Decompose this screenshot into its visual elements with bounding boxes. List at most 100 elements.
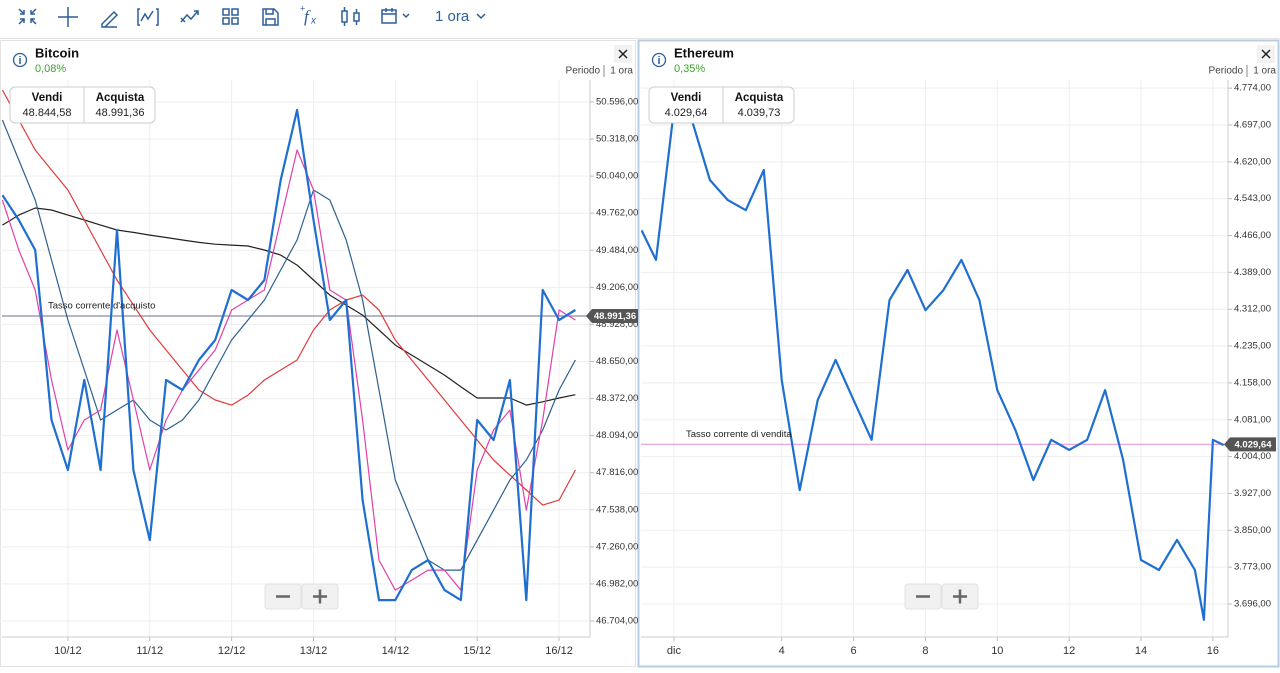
- price-line: [2, 89, 576, 506]
- icon-collapse[interactable]: [18, 8, 37, 25]
- icon-calendar[interactable]: [381, 8, 410, 24]
- rate-badge: [1224, 437, 1276, 452]
- rate-label: Tasso corrente d'acquisto: [48, 300, 155, 311]
- panel-title: Ethereum: [674, 45, 734, 60]
- y-tick-label: 47.816,00: [596, 467, 638, 478]
- buy-price[interactable]: 4.039,73: [738, 107, 781, 119]
- svg-text:+: +: [300, 3, 305, 13]
- timeframe-chevron[interactable]: [476, 13, 486, 20]
- info-icon[interactable]: [12, 52, 28, 68]
- y-tick-label: 48.928,00: [596, 319, 638, 330]
- price-box: [648, 86, 795, 124]
- y-tick-label: 4.774,00: [1234, 83, 1271, 94]
- toolbar: f x + 1 ora: [0, 0, 1280, 39]
- close-glyph: [618, 49, 628, 59]
- period-value: 1 ora: [1253, 66, 1276, 77]
- x-tick-label: 16: [1207, 645, 1219, 657]
- icon-crosshair[interactable]: [58, 7, 78, 27]
- y-tick-label: 48.650,00: [596, 356, 638, 367]
- panel-frame: [0, 40, 636, 667]
- y-tick-label: 49.762,00: [596, 208, 638, 219]
- y-tick-label: 4.620,00: [1234, 156, 1271, 167]
- icon-save[interactable]: [262, 8, 279, 26]
- rate-label: Tasso corrente di vendita: [686, 429, 792, 440]
- price-box: [9, 86, 156, 124]
- y-tick-label: 4.543,00: [1234, 193, 1271, 204]
- y-tick-label: 4.158,00: [1234, 377, 1271, 388]
- x-tick-label: 11/12: [136, 645, 163, 657]
- price-line: [2, 149, 576, 591]
- icon-trend[interactable]: [180, 10, 199, 23]
- buy-label[interactable]: Acquista: [96, 92, 145, 104]
- panel-change: 0,08%: [35, 63, 66, 75]
- plot: [641, 109, 1228, 621]
- x-tick-label: 14: [1135, 645, 1147, 657]
- period-label: Periodo: [1209, 66, 1244, 77]
- x-tick-label: 10: [991, 645, 1003, 657]
- y-tick-label: 4.235,00: [1234, 341, 1271, 352]
- sell-label[interactable]: Vendi: [32, 92, 63, 104]
- x-tick-label: 12: [1063, 645, 1075, 657]
- x-tick-label: 4: [779, 645, 785, 657]
- panel-title: Bitcoin: [35, 45, 79, 60]
- y-tick-label: 3.773,00: [1234, 562, 1271, 573]
- buy-price[interactable]: 48.991,36: [96, 107, 145, 119]
- svg-text:f: f: [304, 7, 311, 26]
- y-tick-label: 48.372,00: [596, 393, 638, 404]
- rate-badge: [586, 308, 638, 323]
- panel-change: 0,35%: [674, 63, 705, 75]
- price-line: [2, 207, 576, 406]
- y-tick-label: 46.982,00: [596, 578, 638, 589]
- sell-price[interactable]: 4.029,64: [665, 107, 708, 119]
- timeframe[interactable]: 1 ora: [435, 8, 470, 25]
- price-line: [2, 108, 576, 602]
- x-tick-label: 15/12: [463, 645, 491, 657]
- period-label: Periodo: [566, 66, 601, 77]
- icon-fx[interactable]: f x +: [300, 3, 317, 26]
- y-tick-label: 48.094,00: [596, 430, 638, 441]
- y-tick-label: 4.312,00: [1234, 304, 1271, 315]
- icon-grid[interactable]: [222, 8, 239, 25]
- y-tick-label: 50.596,00: [596, 97, 638, 108]
- price-line: [641, 109, 1225, 621]
- y-tick-label: 3.927,00: [1234, 488, 1271, 499]
- close-glyph: [1261, 49, 1271, 59]
- y-tick-label: 50.318,00: [596, 134, 638, 145]
- icon-candles[interactable]: [341, 7, 360, 26]
- panel-frame: [637, 39, 1280, 668]
- sell-price[interactable]: 48.844,58: [23, 107, 72, 119]
- x-tick-label: 13/12: [300, 645, 328, 657]
- y-tick-label: 3.696,00: [1234, 598, 1271, 609]
- y-tick-label: 49.206,00: [596, 282, 638, 293]
- y-tick-label: 4.081,00: [1234, 414, 1271, 425]
- rate-badge-label: 4.029,64: [1235, 439, 1273, 450]
- x-tick-label: 6: [851, 645, 857, 657]
- svg-text:x: x: [310, 16, 317, 27]
- plot: [2, 89, 590, 602]
- x-tick-label: 16/12: [545, 645, 573, 657]
- x-tick-label: 8: [922, 645, 928, 657]
- buy-label[interactable]: Acquista: [735, 92, 784, 104]
- info-icon[interactable]: [651, 52, 667, 68]
- y-tick-label: 46.704,00: [596, 616, 638, 627]
- x-tick-label: 12/12: [218, 645, 246, 657]
- zoom-glyph: [916, 589, 967, 604]
- icon-indicator[interactable]: [137, 8, 159, 26]
- toolbar-bg: [0, 0, 1280, 38]
- y-tick-label: 49.484,00: [596, 245, 638, 256]
- rate-badge-label: 48.991,36: [594, 311, 636, 322]
- y-tick-label: 4.466,00: [1234, 230, 1271, 241]
- period-value: 1 ora: [610, 66, 633, 77]
- y-tick-label: 4.697,00: [1234, 119, 1271, 130]
- y-tick-label: 4.389,00: [1234, 267, 1271, 278]
- x-tick-label: dic: [667, 645, 682, 657]
- y-tick-label: 47.260,00: [596, 541, 638, 552]
- y-tick-label: 50.040,00: [596, 171, 638, 182]
- y-tick-label: 47.538,00: [596, 504, 638, 515]
- icon-pencil[interactable]: [101, 10, 119, 28]
- x-tick-label: 10/12: [54, 645, 82, 657]
- sell-label[interactable]: Vendi: [671, 92, 702, 104]
- y-tick-label: 4.004,00: [1234, 451, 1271, 462]
